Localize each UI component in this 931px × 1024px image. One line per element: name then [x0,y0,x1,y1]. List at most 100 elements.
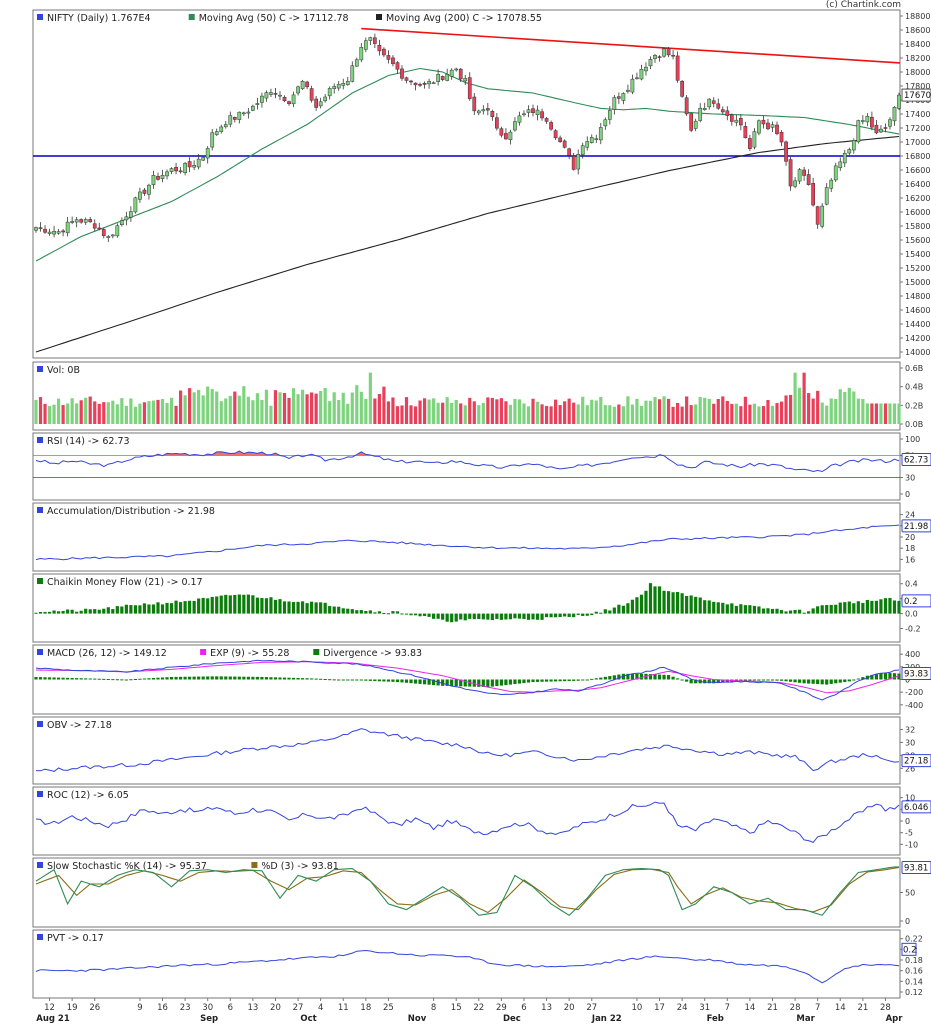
candle [106,235,111,242]
macd-divergence-bar [174,676,178,680]
volume-bar [115,404,119,424]
macd-divergence-bar [585,679,589,681]
candle [223,121,228,129]
candle-body [119,220,124,225]
cmf-bar [739,604,743,614]
candle [833,162,838,183]
panel-frame-9 [32,929,901,999]
volume-bar [151,400,156,424]
macd-divergence-bar [743,679,747,681]
panel-legend-9: PVT -> 0.17 [37,933,104,944]
legend-swatch [200,649,207,655]
macd-divergence-bar [165,677,169,680]
candle [449,68,454,80]
candle [820,203,825,229]
volume-bar [206,386,210,424]
y-tick-label: 0.16 [905,967,923,976]
volume-bar [811,398,815,424]
macd-divergence-bar [251,676,255,680]
candle [626,84,630,94]
volume-bar [255,393,259,424]
candle-body [653,54,657,59]
macd-divergence-bar [188,676,192,680]
cmf-bar [341,608,345,614]
volume-bar [490,397,494,424]
y-tick-label: 20 [905,533,915,542]
volume-bar [328,401,332,424]
candle-body [223,124,228,128]
macd-divergence-bar [486,679,490,688]
volume-bar [816,390,820,424]
resistance-line [361,27,901,64]
ma200-line [35,135,900,353]
volume-bar [323,387,327,424]
cmf-bar [364,611,368,614]
macd-divergence-bar [242,676,246,680]
candle [580,142,585,159]
macd-divergence-bar [590,678,594,680]
volume-bar [748,404,752,424]
cmf-bar [224,594,228,614]
volume-bar [97,403,101,424]
candle-body [192,164,196,168]
candle [52,225,56,238]
volume-bar [829,398,833,424]
candle [743,121,748,139]
cmf-bar [504,613,508,620]
volume-bar [75,403,79,424]
macd-divergence-bar [115,679,119,681]
volume-bar [499,398,503,424]
candle [725,106,730,121]
volume-bar [761,406,766,424]
cmf-bar [513,613,517,619]
volume-bar [88,396,92,424]
legend-swatch [37,578,43,584]
candle-body [332,86,337,89]
volume-bar [680,406,684,424]
candle [291,91,296,108]
candle-body [865,115,870,123]
legend-label: EXP (9) -> 55.28 [210,648,289,659]
candle [698,103,703,123]
candle [187,157,192,173]
volume-bar [192,392,196,424]
legend-label: Divergence -> 93.83 [323,648,422,659]
cmf-bar [102,608,106,614]
x-tick-label: 27 [586,1003,597,1013]
candle-body [576,154,581,170]
cmf-bar [160,604,165,614]
candle-body [463,78,468,82]
candle-body [354,59,359,67]
macd-divergence-bar [820,679,824,685]
candle [183,161,187,176]
cmf-bar [328,606,332,614]
volume-bar [544,405,549,424]
last-value-box [901,667,931,681]
volume-bar [599,396,603,424]
candle [422,81,427,89]
x-tick-label: 4 [318,1003,323,1013]
candle-body [115,225,120,237]
cmf-bar [188,600,192,614]
macd-divergence-bar [418,679,422,684]
volume-bar [463,405,467,424]
candle [594,134,599,143]
macd-divergence-bar [567,679,571,682]
x-tick-label: 9 [137,1003,142,1013]
volume-bar [666,398,671,424]
candle-body [522,113,526,116]
cmf-bar [120,606,124,614]
macd-divergence-bar [752,679,757,681]
candle [571,152,576,171]
volume-bar [432,398,436,424]
legend-swatch [37,934,43,940]
legend-swatch [37,14,43,20]
candle-body [309,88,314,101]
candle-body [675,55,680,81]
cmf-bar [617,604,621,614]
macd-signal-line [35,661,900,694]
candle-body [752,131,757,148]
candle-body [761,119,766,125]
candle [562,139,567,149]
macd-divergence-bar [169,676,174,680]
